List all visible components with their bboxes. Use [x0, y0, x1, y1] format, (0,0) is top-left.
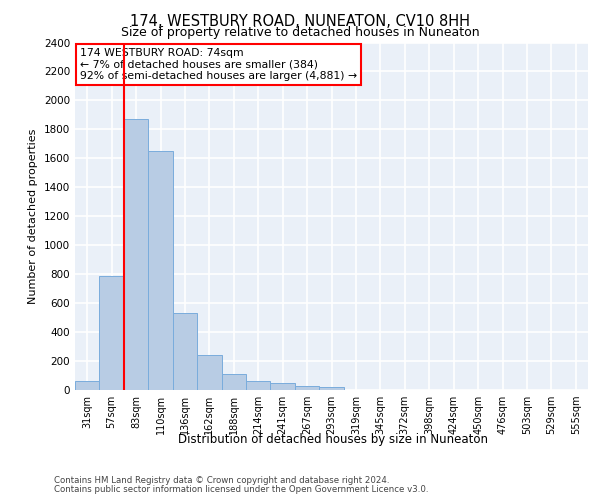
Bar	[148, 151, 173, 390]
Text: 174, WESTBURY ROAD, NUNEATON, CV10 8HH: 174, WESTBURY ROAD, NUNEATON, CV10 8HH	[130, 14, 470, 29]
Bar	[221, 374, 246, 390]
Bar	[271, 384, 295, 390]
Text: 174 WESTBURY ROAD: 74sqm
← 7% of detached houses are smaller (384)
92% of semi-d: 174 WESTBURY ROAD: 74sqm ← 7% of detache…	[80, 48, 357, 81]
Bar	[100, 276, 124, 390]
Y-axis label: Number of detached properties: Number of detached properties	[28, 128, 38, 304]
Bar	[319, 387, 344, 390]
Bar	[75, 382, 100, 390]
Bar	[246, 382, 271, 390]
Text: Contains public sector information licensed under the Open Government Licence v3: Contains public sector information licen…	[54, 485, 428, 494]
Bar	[197, 355, 221, 390]
Text: Contains HM Land Registry data © Crown copyright and database right 2024.: Contains HM Land Registry data © Crown c…	[54, 476, 389, 485]
Text: Distribution of detached houses by size in Nuneaton: Distribution of detached houses by size …	[178, 432, 488, 446]
Bar	[173, 314, 197, 390]
Bar	[295, 386, 319, 390]
Bar	[124, 119, 148, 390]
Text: Size of property relative to detached houses in Nuneaton: Size of property relative to detached ho…	[121, 26, 479, 39]
